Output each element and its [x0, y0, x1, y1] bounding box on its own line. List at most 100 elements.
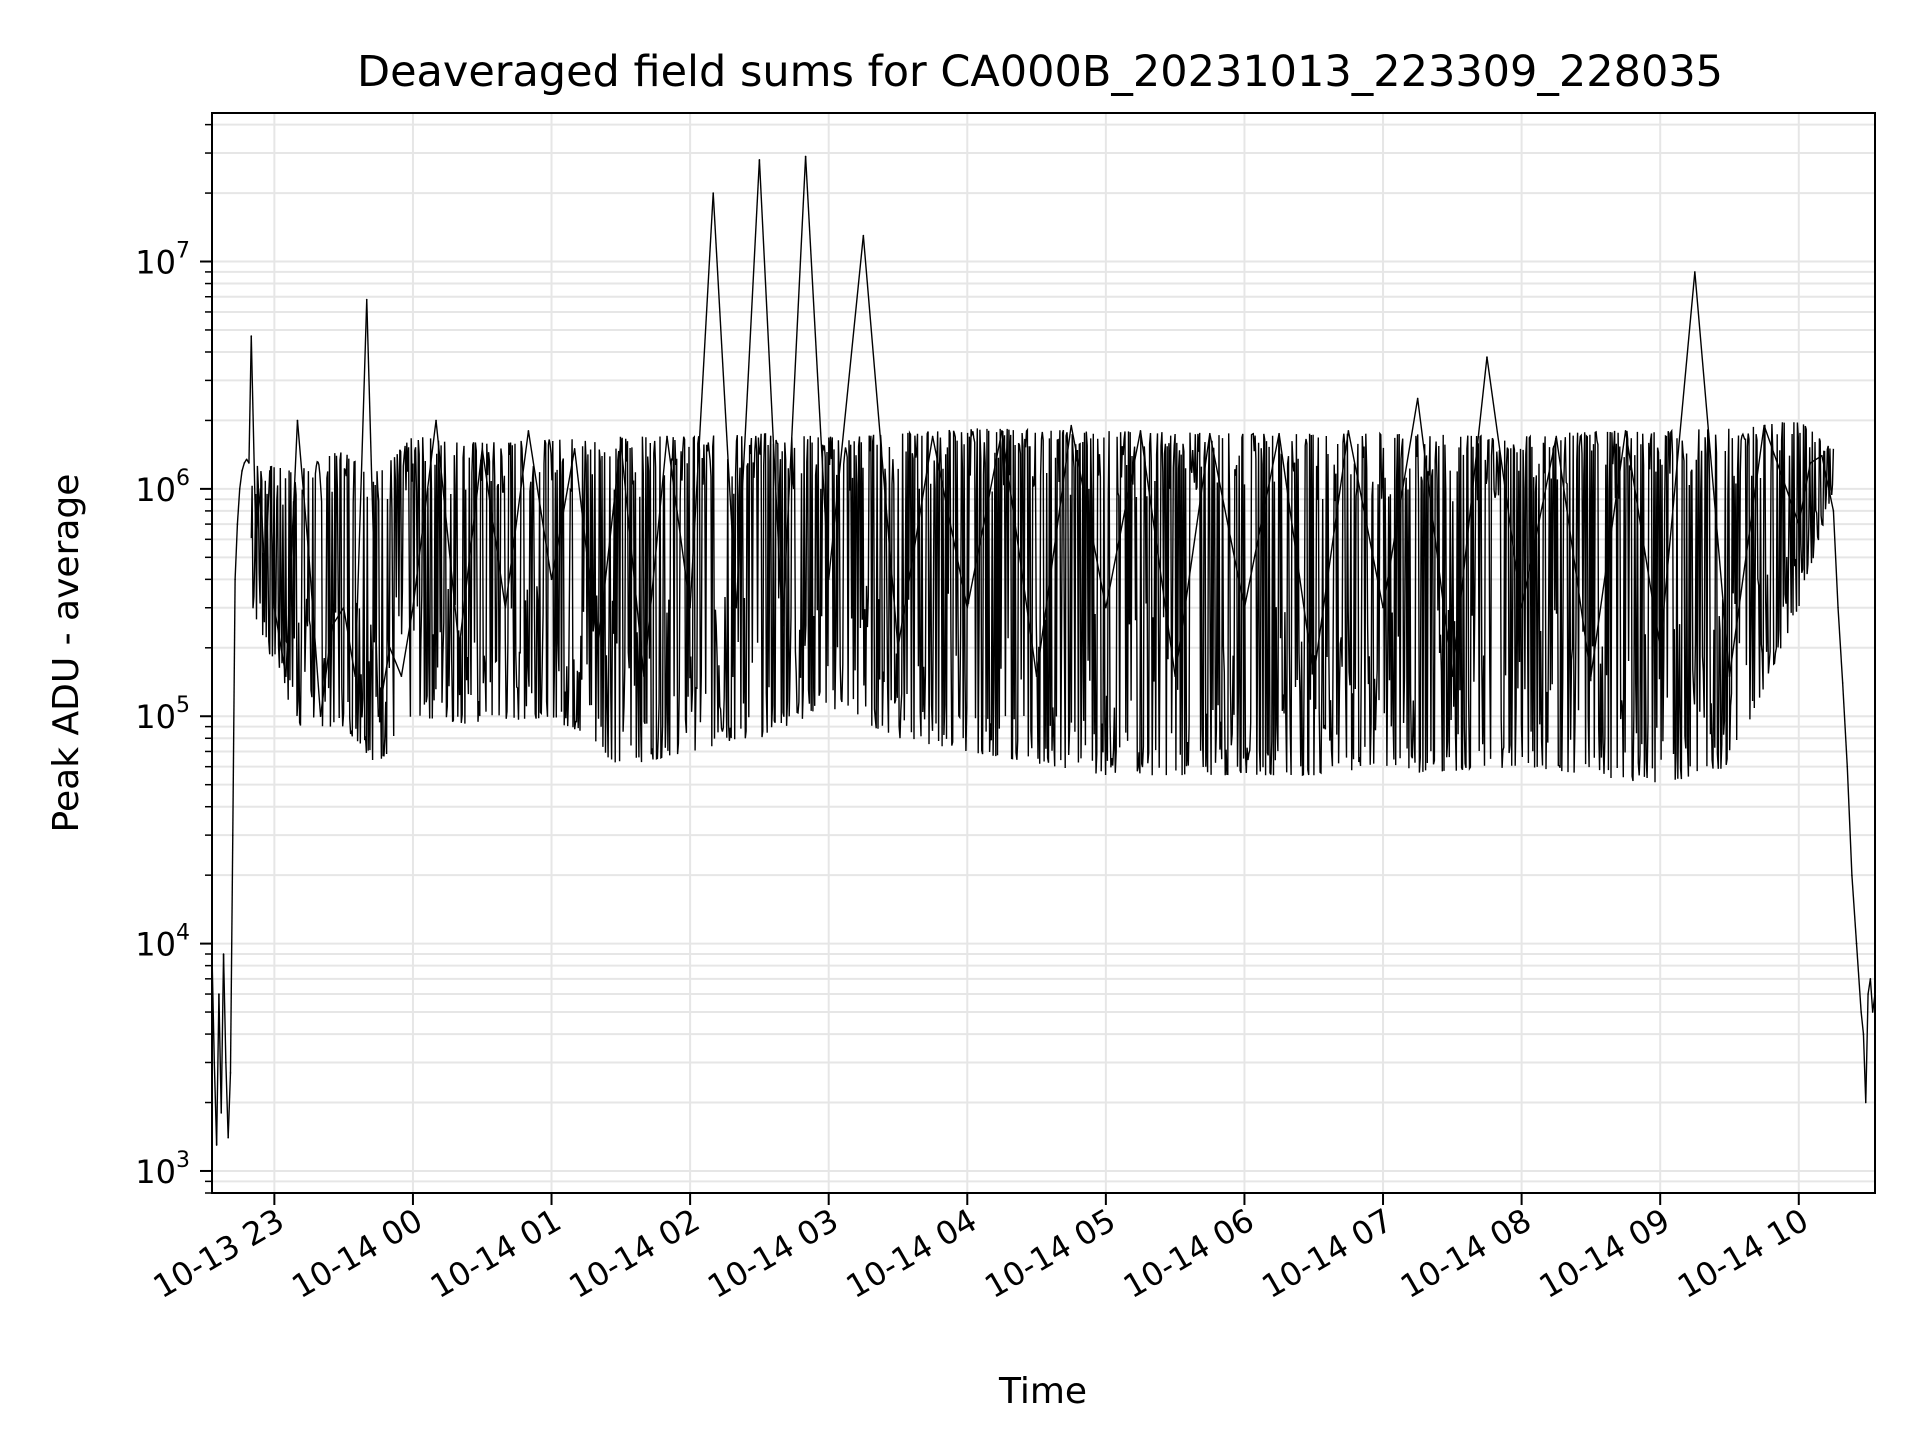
data-point — [342, 606, 345, 609]
x-tick-label: 10-14 09 — [1533, 1201, 1677, 1306]
series-segment — [1832, 510, 1839, 608]
data-point — [296, 419, 299, 422]
data-point — [331, 624, 333, 627]
series-segment — [758, 159, 784, 626]
data-point — [458, 646, 460, 649]
series-segment — [1035, 425, 1072, 677]
series-segment — [354, 299, 368, 677]
series-segment — [1855, 943, 1862, 1013]
data-point — [1416, 397, 1419, 400]
series-segment — [1486, 356, 1523, 608]
data-point — [236, 523, 239, 525]
x-tick-label: 10-14 08 — [1394, 1201, 1538, 1306]
series-segment — [1821, 455, 1830, 490]
series-segment — [241, 462, 246, 472]
data-point — [1797, 523, 1800, 525]
series-segment — [1416, 398, 1454, 677]
series-segment — [1174, 433, 1211, 677]
series-segment — [342, 607, 356, 677]
data-point — [620, 441, 622, 444]
series-segment — [250, 336, 257, 540]
data-point — [1828, 488, 1830, 490]
data-point — [481, 448, 484, 450]
data-point — [1860, 1011, 1862, 1013]
series-segment — [527, 430, 553, 580]
data-point — [804, 155, 807, 158]
data-point — [248, 462, 250, 464]
data-point — [231, 834, 234, 836]
plot-area — [212, 155, 1875, 1146]
series-segment — [234, 524, 239, 580]
data-point — [1809, 462, 1812, 464]
series-segment — [1139, 430, 1176, 677]
series-segment — [1243, 433, 1280, 608]
x-tick-label: 10-14 05 — [978, 1201, 1122, 1306]
data-point — [1139, 430, 1142, 432]
series-segment — [259, 488, 266, 580]
data-point — [319, 715, 322, 718]
data-point — [1862, 1033, 1865, 1035]
data-point — [1520, 606, 1523, 609]
data-point — [1312, 675, 1315, 678]
series-segment — [931, 436, 968, 608]
data-point — [596, 646, 599, 649]
series-segment — [296, 420, 310, 558]
series-segment — [1809, 455, 1823, 464]
data-point — [308, 556, 310, 559]
series-segment — [215, 994, 220, 1146]
data-point — [1278, 432, 1280, 435]
series-segment — [400, 607, 414, 677]
data-point — [255, 538, 257, 541]
data-point — [354, 675, 357, 678]
data-point — [1855, 942, 1858, 945]
series-segment — [689, 193, 714, 608]
series-segment — [1865, 994, 1869, 1103]
series-segment — [1828, 488, 1835, 512]
data-point — [389, 646, 391, 649]
x-tick-label: 10-14 00 — [285, 1201, 429, 1306]
series-segment — [897, 436, 934, 648]
y-axis-ticks: 103 104 105 106 107 — [135, 123, 212, 1194]
series-segment — [1837, 607, 1844, 684]
data-point — [400, 675, 403, 678]
series-segment — [1313, 430, 1350, 677]
data-point — [1209, 432, 1211, 435]
series-segment — [435, 420, 460, 648]
x-tick-label: 10-14 01 — [424, 1201, 568, 1306]
y-tick-label: 104 — [135, 921, 190, 964]
data-point — [1105, 606, 1107, 609]
data-point — [1174, 675, 1176, 678]
data-point — [1659, 646, 1661, 649]
data-point — [1035, 675, 1038, 678]
y-tick-label: 103 — [135, 1148, 190, 1191]
data-point — [259, 488, 262, 490]
data-point — [1243, 606, 1246, 609]
data-point — [1451, 675, 1454, 678]
data-point — [666, 435, 668, 438]
series-segment — [227, 1072, 232, 1138]
series-segment — [1798, 462, 1812, 525]
series-segment — [264, 470, 271, 580]
series-segment — [377, 647, 391, 717]
series-segment — [1694, 271, 1731, 677]
x-tick-label: 10-14 04 — [840, 1201, 984, 1306]
plot-frame — [211, 112, 1876, 1194]
data-point — [241, 470, 243, 472]
data-point — [781, 624, 784, 627]
data-point — [218, 993, 220, 995]
series-segment — [1209, 433, 1246, 608]
series-segment — [1763, 425, 1800, 525]
series-segment — [643, 436, 668, 677]
series-segment — [804, 156, 830, 580]
data-point — [213, 1061, 216, 1064]
x-tick-label: 10-14 10 — [1671, 1201, 1815, 1306]
data-point — [215, 1144, 218, 1146]
data-point — [1347, 430, 1350, 432]
x-tick-label: 10-13 23 — [147, 1201, 291, 1306]
data-point — [220, 1112, 223, 1114]
series-segment — [1728, 425, 1765, 677]
series-segment — [481, 448, 507, 608]
data-point — [1624, 430, 1627, 432]
